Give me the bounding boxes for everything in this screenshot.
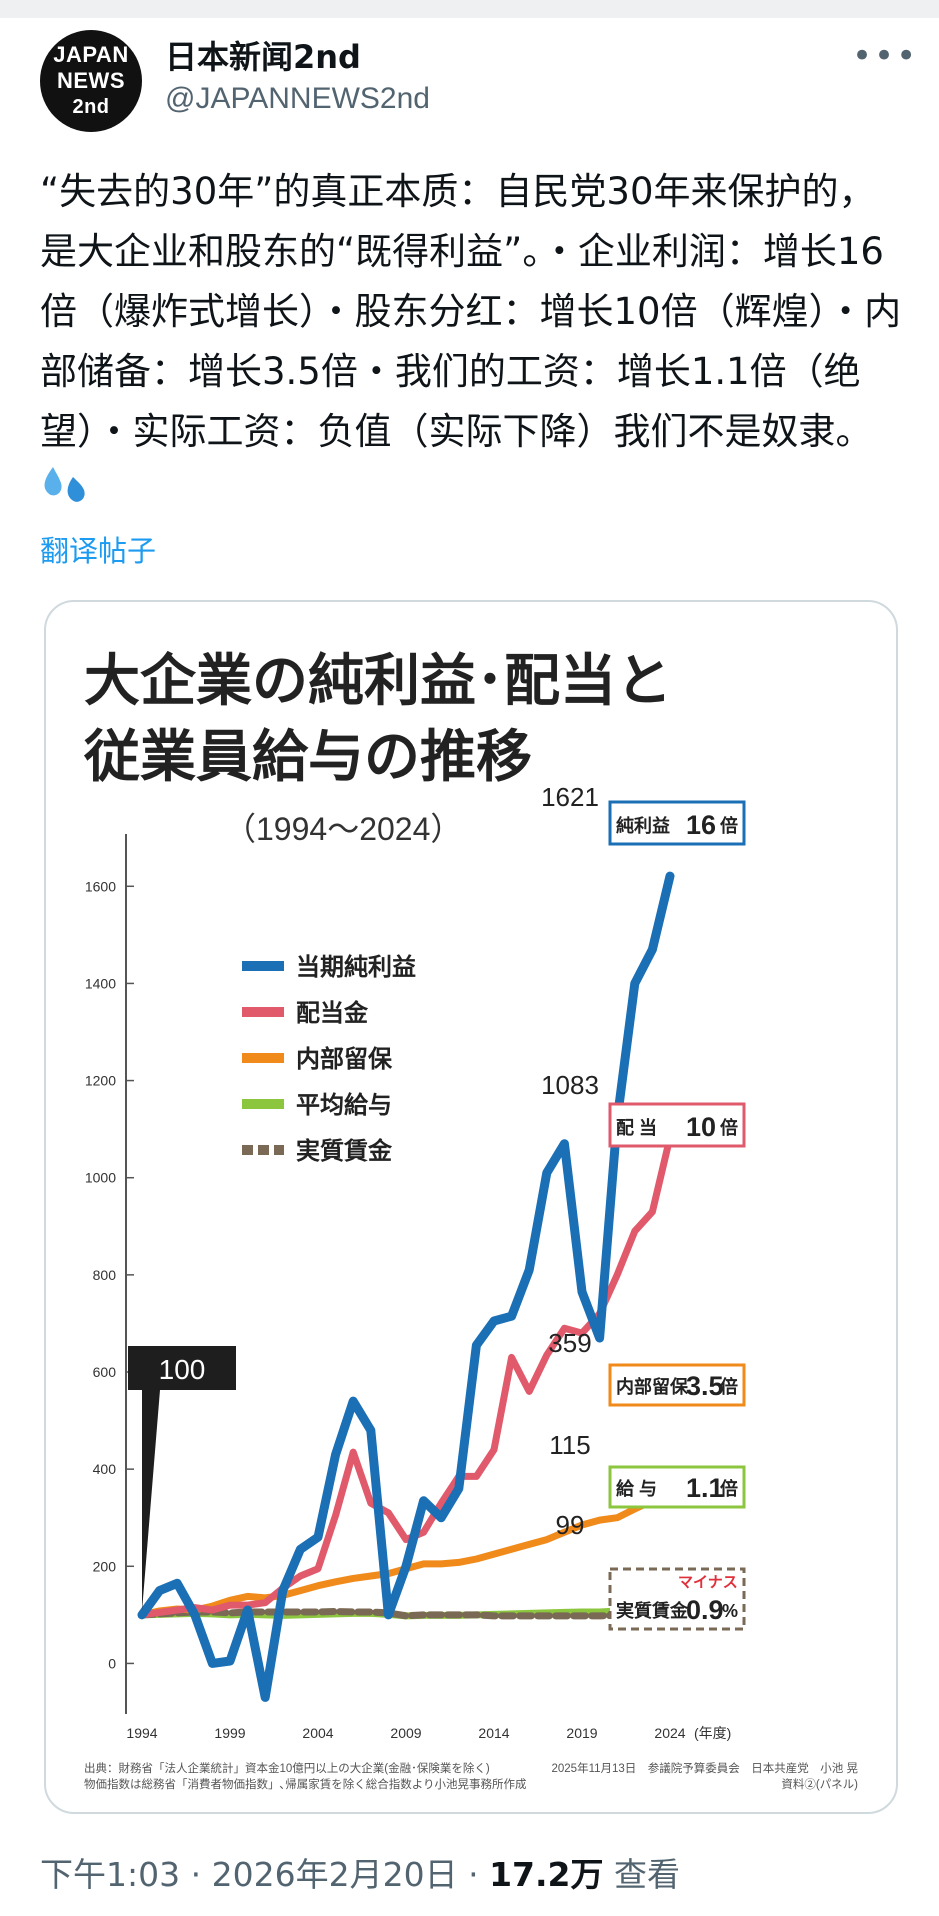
end-value-label: 359 xyxy=(548,1328,591,1358)
source-note-1: 出典：財務省「法人企業統計」資本金10億円以上の大企業(金融･保険業を除く) xyxy=(84,1761,490,1775)
end-value-label: 115 xyxy=(549,1430,590,1460)
multiplier-box-frame xyxy=(608,1465,746,1509)
avatar-text-3: 2nd xyxy=(72,96,110,118)
multiplier-box-label: 給 与 xyxy=(616,1478,657,1499)
x-tick-label: 2004 xyxy=(302,1725,333,1741)
post-date[interactable]: 2026年2月20日 xyxy=(211,1855,458,1894)
avatar-text-1: JAPAN xyxy=(53,42,129,67)
chart-image-card[interactable]: 大企業の純利益･配当と 従業員給与の推移 （1994～2024） 0 200 400… xyxy=(44,600,898,1814)
multiplier-value: 10 xyxy=(686,1112,716,1142)
start-callout xyxy=(128,1346,236,1390)
y-tick-label: 0 xyxy=(108,1655,116,1671)
x-axis-unit: (年度) xyxy=(694,1725,731,1741)
multiplier-box-label: 内部留保 xyxy=(616,1376,689,1397)
multiplier-box-frame xyxy=(608,800,746,846)
y-tick-label: 200 xyxy=(93,1558,117,1574)
minus-note: マイナス xyxy=(678,1574,738,1591)
display-name[interactable]: 日本新闻2nd xyxy=(165,38,361,76)
multiplier-suffix: 倍 xyxy=(720,1478,738,1499)
multiplier-value: 1.1 xyxy=(686,1473,724,1503)
x-tick-label: 2019 xyxy=(566,1725,597,1741)
chart-title-line1: 大企業の純利益･配当と xyxy=(84,649,672,712)
user-handle[interactable]: @JAPANNEWS2nd xyxy=(165,82,430,115)
x-tick-label: 2014 xyxy=(478,1725,509,1741)
multiplier-suffix: 倍 xyxy=(720,1117,738,1138)
y-tick-label: 1000 xyxy=(85,1170,116,1186)
multiplier-box-label: 純利益 xyxy=(616,815,670,836)
y-tick-label: 800 xyxy=(93,1267,117,1283)
legend-label: 実質賃金 xyxy=(296,1137,393,1165)
top-bar xyxy=(0,0,939,18)
source-note-2: 物価指数は総務省「消費者物価指数」､帰属家賃を除く総合指数より小池晃事務所作成 xyxy=(84,1777,527,1791)
y-tick-label: 1400 xyxy=(85,975,116,991)
series-line xyxy=(137,871,675,1702)
y-tick-label: 1200 xyxy=(85,1073,116,1089)
legend-label: 平均給与 xyxy=(296,1091,392,1119)
post-text: “失去的30年”的真正本质：自民党30年来保护的，是大企业和股东的“既得利益”。… xyxy=(40,162,902,525)
views-count: 17.2万 xyxy=(489,1855,604,1894)
meta-separator-1: · xyxy=(190,1855,202,1894)
end-value-label: 1621 xyxy=(541,782,599,812)
avatar-text-2: NEWS xyxy=(57,68,125,93)
start-value-label: 100 xyxy=(159,1354,206,1385)
y-tick-label: 1600 xyxy=(85,878,116,894)
multiplier-suffix: 倍 xyxy=(720,815,738,836)
x-tick-label: 1999 xyxy=(214,1725,245,1741)
multiplier-box-frame xyxy=(608,1363,746,1407)
chart-subtitle: （1994～2024） xyxy=(224,811,462,847)
x-tick-label: 1994 xyxy=(126,1725,157,1741)
source-panel-note: 資料②(パネル) xyxy=(781,1777,858,1791)
chart-title-line2: 従業員給与の推移 xyxy=(83,725,532,788)
source-date-note: 2025年11月13日 参議院予算委員会 日本共産党 小池 晃 xyxy=(551,1761,858,1775)
avatar[interactable]: JAPAN NEWS 2nd xyxy=(40,30,142,132)
post-meta: 下午1:03 · 2026年2月20日 · 17.2万 查看 xyxy=(40,1848,680,1896)
y-tick-label: 600 xyxy=(93,1364,117,1380)
series-line xyxy=(138,1607,674,1620)
multiplier-box-label: 配 当 xyxy=(616,1117,657,1138)
legend-label: 配当金 xyxy=(296,999,369,1027)
post-body: “失去的30年”的真正本质：自民党30年来保护的，是大企业和股东的“既得利益”。… xyxy=(40,170,902,453)
multiplier-value: 0.9 xyxy=(686,1595,724,1625)
sweat-droplets-icon xyxy=(40,463,90,525)
multiplier-suffix: 倍 xyxy=(720,1376,738,1397)
meta-separator-2: · xyxy=(468,1855,479,1894)
multiplier-box-label: 実質賃金 xyxy=(616,1600,689,1621)
post-time[interactable]: 下午1:03 xyxy=(40,1855,181,1894)
more-horizontal-icon[interactable]: ••• xyxy=(852,36,919,76)
series-line xyxy=(138,1133,674,1619)
start-callout-pointer xyxy=(142,1390,160,1611)
views-label: 查看 xyxy=(614,1855,681,1894)
legend-label: 当期純利益 xyxy=(296,953,416,981)
multiplier-box-frame xyxy=(608,1567,746,1631)
multiplier-box: 配 当 10 倍 xyxy=(608,1102,746,1148)
multiplier-value: 16 xyxy=(686,810,716,840)
translate-post-link[interactable]: 翻译帖子 xyxy=(40,534,157,568)
multiplier-suffix: % xyxy=(722,1601,738,1621)
multiplier-box: 純利益 16 倍 xyxy=(608,800,746,846)
end-value-label: 1083 xyxy=(541,1070,599,1100)
chart-svg: 大企業の純利益･配当と 従業員給与の推移 （1994～2024） 0 200 400… xyxy=(83,649,858,1791)
multiplier-value: 3.5 xyxy=(686,1371,724,1401)
y-tick-label: 400 xyxy=(93,1461,117,1477)
x-tick-label: 2024 xyxy=(654,1725,685,1741)
x-tick-label: 2009 xyxy=(390,1725,421,1741)
end-value-label: 99 xyxy=(556,1510,585,1540)
multiplier-box: 給 与 1.1倍 xyxy=(608,1465,746,1509)
legend-label: 内部留保 xyxy=(296,1045,393,1073)
multiplier-box-frame xyxy=(608,1102,746,1148)
